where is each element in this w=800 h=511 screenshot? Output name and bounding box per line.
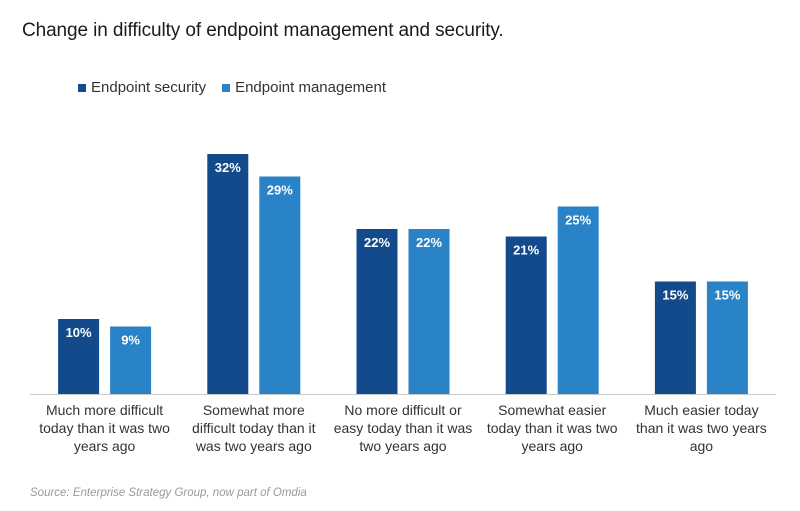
data-label-endpoint-management-2: 29% (267, 183, 293, 198)
data-label-endpoint-management-1: 9% (121, 333, 140, 348)
data-label-endpoint-security-5: 15% (662, 288, 688, 303)
category-label-2: Somewhat more difficult today than it was … (192, 402, 316, 454)
bar-endpoint-security-2 (207, 154, 249, 394)
legend: Endpoint security Endpoint management (78, 79, 402, 96)
data-label-endpoint-security-2: 32% (215, 160, 241, 175)
bar-endpoint-security-5 (654, 281, 696, 394)
chart-title: Change in difficulty of endpoint managem… (22, 20, 504, 41)
legend-swatch-endpoint-security (78, 83, 86, 92)
bar-endpoint-management-1 (110, 326, 152, 394)
category-label-4: Somewhat easier today than it was two year… (487, 402, 618, 454)
category-label-5: Much easier today than it was two years ag… (636, 402, 767, 454)
legend-item-endpoint-management: Endpoint management (222, 79, 386, 96)
bar-endpoint-management-2 (259, 176, 301, 394)
legend-swatch-endpoint-management (222, 83, 231, 92)
bar-endpoint-management-3 (408, 229, 450, 394)
data-label-endpoint-security-4: 21% (513, 243, 539, 258)
bar-endpoint-management-5 (706, 281, 748, 394)
data-label-endpoint-security-1: 10% (66, 325, 92, 340)
bar-endpoint-security-4 (505, 236, 547, 394)
bar-endpoint-security-1 (58, 319, 100, 394)
source-note: Source: Enterprise Strategy Group, now p… (30, 487, 307, 499)
category-label-1: Much more difficult today than it was two… (39, 402, 170, 454)
bar-endpoint-security-3 (356, 229, 398, 394)
data-label-endpoint-management-3: 22% (416, 235, 442, 250)
legend-label-endpoint-management: Endpoint management (235, 79, 387, 96)
data-label-endpoint-management-5: 15% (714, 288, 740, 303)
category-label-3: No more difficult or easy today than it w… (334, 402, 473, 454)
bar-endpoint-management-4 (557, 206, 599, 394)
legend-label-endpoint-security: Endpoint security (91, 79, 207, 96)
legend-item-endpoint-security: Endpoint security (78, 79, 206, 96)
data-label-endpoint-security-3: 22% (364, 235, 390, 250)
data-label-endpoint-management-4: 25% (565, 213, 591, 228)
